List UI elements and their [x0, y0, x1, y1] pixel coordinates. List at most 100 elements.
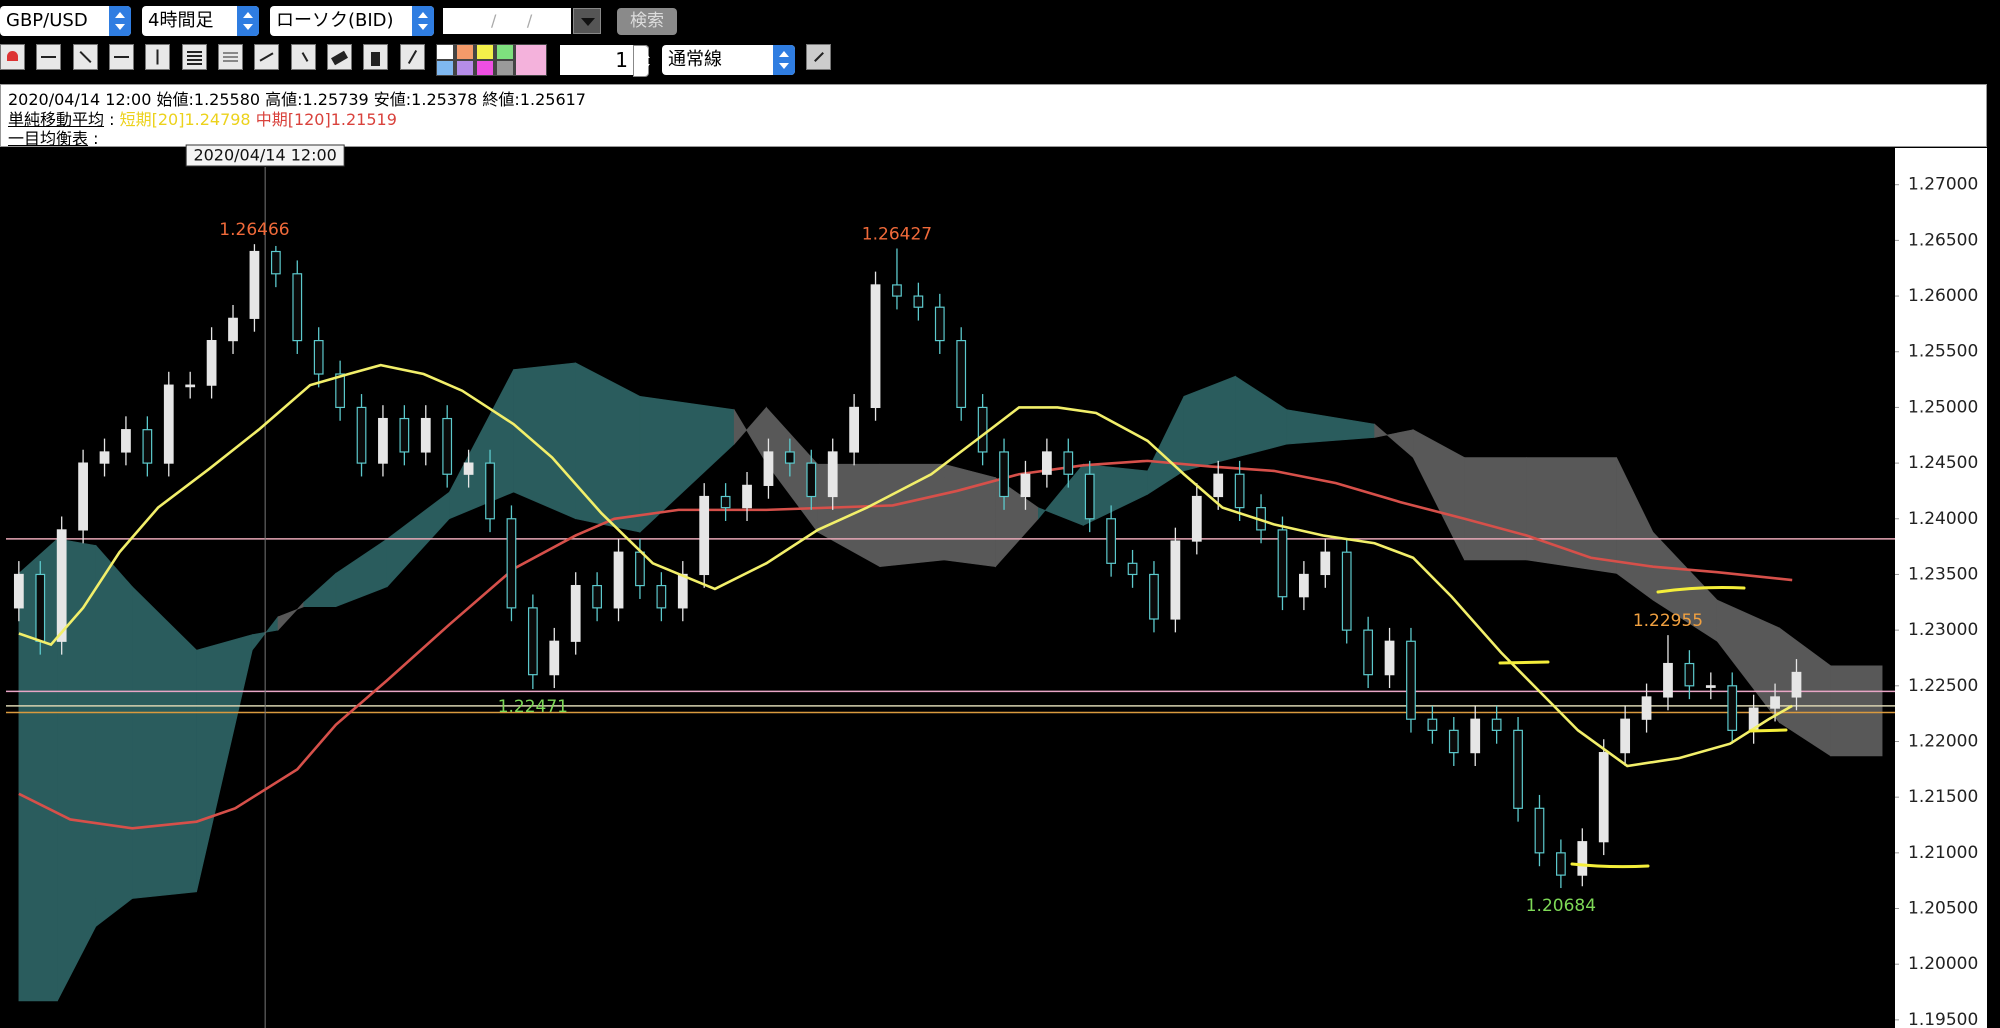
tool[interactable] [36, 44, 61, 70]
y-tick-label: 1.26500 [1908, 230, 1978, 250]
ichimoku-cloud [943, 463, 996, 568]
candle-body [1641, 696, 1652, 720]
tool[interactable] [182, 44, 207, 70]
ohlc-info: 2020/04/14 12:00 始値:1.25580 高値:1.25739 安… [8, 90, 586, 109]
chart-type-select[interactable]: ローソク(BID) [270, 6, 434, 36]
separator: : [109, 110, 115, 129]
candle-body [656, 584, 667, 609]
ichimoku-cloud [513, 362, 576, 520]
y-tick-label: 1.23000 [1908, 620, 1978, 640]
candle-body [849, 406, 860, 453]
candle-body [1556, 852, 1566, 876]
symbol-select[interactable]: GBP/USD [0, 6, 131, 36]
candle-body [1363, 629, 1374, 676]
candle-body [1513, 729, 1523, 809]
horizontal-line-tool[interactable] [109, 44, 134, 70]
y-tick-label: 1.21000 [1908, 843, 1978, 863]
line-style: 通常線 [668, 49, 722, 70]
candle-body [1149, 573, 1159, 620]
candle-body [1063, 451, 1074, 475]
line-width-input[interactable]: 1 [560, 45, 634, 75]
candle-body [1341, 551, 1352, 631]
candle-body [1406, 640, 1416, 720]
line-width-stepper[interactable] [633, 45, 650, 77]
ichimoku-cloud [1526, 457, 1617, 574]
date-dropdown[interactable] [573, 8, 601, 34]
candle-body [206, 340, 217, 386]
candle-body [1170, 540, 1181, 620]
candle-body [13, 573, 24, 609]
trash-tool[interactable] [363, 44, 388, 70]
candle-body [549, 640, 560, 676]
y-tick-label: 1.20500 [1908, 899, 1978, 919]
hand-mark [1570, 862, 1650, 869]
sma-mid: 中期[120]1.21519 [255, 110, 397, 129]
tool[interactable] [400, 44, 425, 70]
y-tick-label: 1.23500 [1908, 564, 1978, 584]
y-tick-label: 1.25500 [1908, 342, 1978, 362]
y-tick-label: 1.25000 [1908, 397, 1978, 417]
candle-body [335, 373, 345, 409]
candle-body [677, 573, 688, 609]
color-palette[interactable] [436, 44, 516, 76]
candle-body [1384, 640, 1395, 676]
candle-body [1320, 551, 1331, 576]
candle-body [720, 495, 731, 509]
candle-body [763, 451, 774, 486]
candle-body [1770, 696, 1780, 709]
axis-panel [1895, 148, 1987, 1028]
search-button[interactable]: 検索 [617, 8, 677, 35]
candle-body [1213, 473, 1224, 498]
candle-body [506, 518, 517, 609]
y-tick-label: 1.20000 [1908, 954, 1978, 974]
candle-body [442, 417, 453, 475]
sma-label: 単純移動平均 [8, 110, 105, 129]
sma-info: 単純移動平均 : 短期[20]1.24798 中期[120]1.21519 [8, 106, 397, 130]
price-annotation: 1.22955 [1633, 611, 1703, 631]
candle-body [1534, 807, 1545, 854]
candle-body [163, 384, 174, 464]
candle-body [56, 529, 67, 642]
candle-body [570, 584, 581, 642]
eraser-tool[interactable] [327, 44, 352, 70]
hand-mark [1498, 660, 1550, 665]
candle-body [956, 340, 967, 409]
candle-body [463, 462, 474, 475]
magnet-tool[interactable] [0, 44, 25, 70]
tool[interactable] [218, 44, 243, 70]
candle-body [892, 284, 902, 297]
candle-body [399, 417, 410, 453]
candle-body [1705, 685, 1716, 688]
candle-body [827, 451, 838, 498]
candle-body [1084, 473, 1095, 520]
candle-body [121, 429, 131, 453]
candle-body [1427, 718, 1438, 731]
expand-button[interactable] [806, 44, 831, 70]
ichimoku-cloud [95, 544, 133, 927]
moving-average-line [18, 363, 1793, 768]
y-tick-label: 1.22000 [1908, 731, 1978, 751]
candle-body [870, 284, 881, 409]
trend-line-tool[interactable] [73, 44, 98, 70]
candle-body [527, 607, 538, 676]
pointer-tool[interactable] [291, 44, 316, 70]
candle-body [485, 462, 495, 520]
line-width: 1 [615, 48, 628, 72]
vertical-line-tool[interactable] [145, 44, 170, 70]
line-style-select[interactable]: 通常線 [662, 45, 795, 75]
hand-mark [1748, 728, 1788, 733]
selected-color[interactable] [515, 44, 547, 76]
hand-drawn-marks [1498, 586, 1788, 869]
price-annotation: 1.22471 [498, 697, 568, 717]
fan-tool[interactable] [254, 44, 279, 70]
date-input[interactable]: / / [443, 8, 571, 34]
candle-body [35, 573, 46, 642]
candle-body [1663, 662, 1673, 698]
timeframe-select[interactable]: 4時間足 [142, 6, 259, 36]
ichimoku-info: 一目均衡表 : [8, 125, 99, 149]
candle-body [1620, 718, 1631, 754]
moving-average-line [18, 459, 1793, 830]
candle-body [1448, 729, 1459, 754]
candle-body [934, 306, 945, 342]
